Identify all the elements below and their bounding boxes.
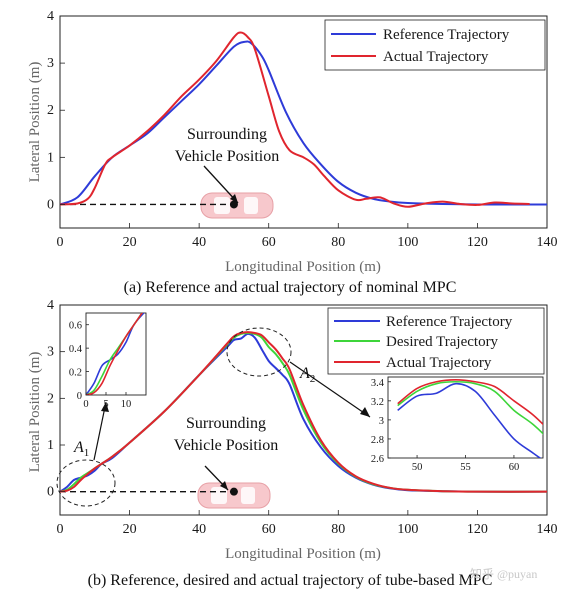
legend-label-reference-a: Reference Trajectory xyxy=(383,27,510,43)
i2-series-actual-trajectory xyxy=(397,379,543,426)
b-xtick-label: 80 xyxy=(331,522,345,537)
legend-label-actual-a: Actual Trajectory xyxy=(383,49,489,65)
legend-b: Reference Trajectory Desired Trajectory … xyxy=(327,307,545,375)
i2-series-desired-trajectory xyxy=(397,380,543,435)
callout-arrow-a1 xyxy=(93,401,107,461)
caption-b: (b) Reference, desired and actual trajec… xyxy=(88,572,493,589)
i2-xtick-label: 55 xyxy=(460,462,471,473)
i2-xtick-label: 60 xyxy=(509,462,520,473)
a-ytick-label: 3 xyxy=(47,56,54,71)
i1-ytick-label: 0.2 xyxy=(69,368,82,379)
legend-a: Reference Trajectory Actual Trajectory xyxy=(324,19,546,71)
b-ytick-label: 2 xyxy=(47,391,54,406)
caption-a: (a) Reference and actual trajectory of n… xyxy=(124,279,457,296)
i1-ytick-label: 0.4 xyxy=(69,344,83,355)
a-xtick-label: 20 xyxy=(123,235,137,250)
a-xtick-label: 40 xyxy=(192,235,206,250)
i1-xtick-label: 5 xyxy=(103,399,108,410)
legend-label-reference-b: Reference Trajectory xyxy=(386,314,513,330)
b-xtick-label: 40 xyxy=(192,522,206,537)
inset-a2: 50 55 60 2.6 2.8 3 3.2 3.4 xyxy=(371,376,544,473)
y-axis-label-b: Lateral Position (m) xyxy=(27,352,43,473)
a-ytick-label: 2 xyxy=(47,103,54,118)
b-xtick-label: 0 xyxy=(57,522,64,537)
i1-ytick-label: 0 xyxy=(77,391,82,402)
b-xtick-label: 100 xyxy=(397,522,418,537)
a-xtick-label: 100 xyxy=(397,235,418,250)
y-axis-label-a: Lateral Position (m) xyxy=(27,62,43,183)
b-xtick-label: 60 xyxy=(262,522,276,537)
i2-xtick-label: 50 xyxy=(412,462,423,473)
i2-series-reference-trajectory xyxy=(397,382,542,458)
b-series-actual-trajectory xyxy=(60,331,547,493)
annotation-line1-a: Surrounding xyxy=(187,126,267,143)
a-xtick-label: 60 xyxy=(262,235,276,250)
b-xtick-label: 120 xyxy=(467,522,488,537)
watermark: 知乎 @puyan xyxy=(470,567,537,581)
a-xtick-label: 140 xyxy=(537,235,558,250)
i2-ytick-label: 3 xyxy=(379,416,384,427)
i1-xtick-label: 0 xyxy=(83,399,88,410)
i1-series-actual-trajectory xyxy=(86,313,143,395)
panel-a: Surrounding Vehicle Position 0 20 40 60 80 10… xyxy=(27,9,558,296)
a-series-actual-trajectory xyxy=(60,31,530,208)
a-xtick-label: 0 xyxy=(57,235,64,250)
a-ytick-label: 0 xyxy=(47,197,54,212)
x-axis-label-b: Longitudinal Position (m) xyxy=(225,546,381,562)
b-ytick-label: 3 xyxy=(47,345,54,360)
b-ytick-label: 4 xyxy=(47,298,54,313)
a-ytick-label: 4 xyxy=(47,9,54,24)
region-ellipse-a2 xyxy=(226,327,292,377)
region-label-a1: A1 xyxy=(73,439,89,459)
inset-a1: 0 5 10 0 0.2 0.4 0.6 xyxy=(69,312,147,410)
panel-b: Surrounding Vehicle Position A1 A2 0 5 100… xyxy=(27,298,558,589)
i2-ytick-label: 2.8 xyxy=(371,435,384,446)
vehicle-position-marker xyxy=(229,200,238,209)
b-ytick-label: 0 xyxy=(47,485,54,500)
legend-label-actual-b: Actual Trajectory xyxy=(386,355,492,371)
a-xtick-label: 120 xyxy=(467,235,488,250)
legend-label-desired-b: Desired Trajectory xyxy=(386,334,499,350)
b-xtick-label: 20 xyxy=(123,522,137,537)
i2-ytick-label: 2.6 xyxy=(371,454,384,465)
b-ytick-label: 1 xyxy=(47,438,54,453)
callout-arrow-a2 xyxy=(289,361,371,418)
i1-ytick-label: 0.6 xyxy=(69,321,82,332)
region-label-a2: A2 xyxy=(299,365,315,385)
i2-ytick-label: 3.4 xyxy=(371,378,385,389)
i2-ytick-label: 3.2 xyxy=(371,397,384,408)
x-axis-label-a: Longitudinal Position (m) xyxy=(225,259,381,275)
annotation-line2-b: Vehicle Position xyxy=(174,437,278,454)
annotation-line1-b: Surrounding xyxy=(186,415,266,432)
region-ellipse-a1 xyxy=(56,459,116,507)
a-ytick-label: 1 xyxy=(47,150,54,165)
b-xtick-label: 140 xyxy=(537,522,558,537)
i1-xtick-label: 10 xyxy=(121,399,132,410)
a-xtick-label: 80 xyxy=(331,235,345,250)
annotation-line2-a: Vehicle Position xyxy=(175,148,279,165)
vehicle-position-marker-b xyxy=(229,487,238,496)
